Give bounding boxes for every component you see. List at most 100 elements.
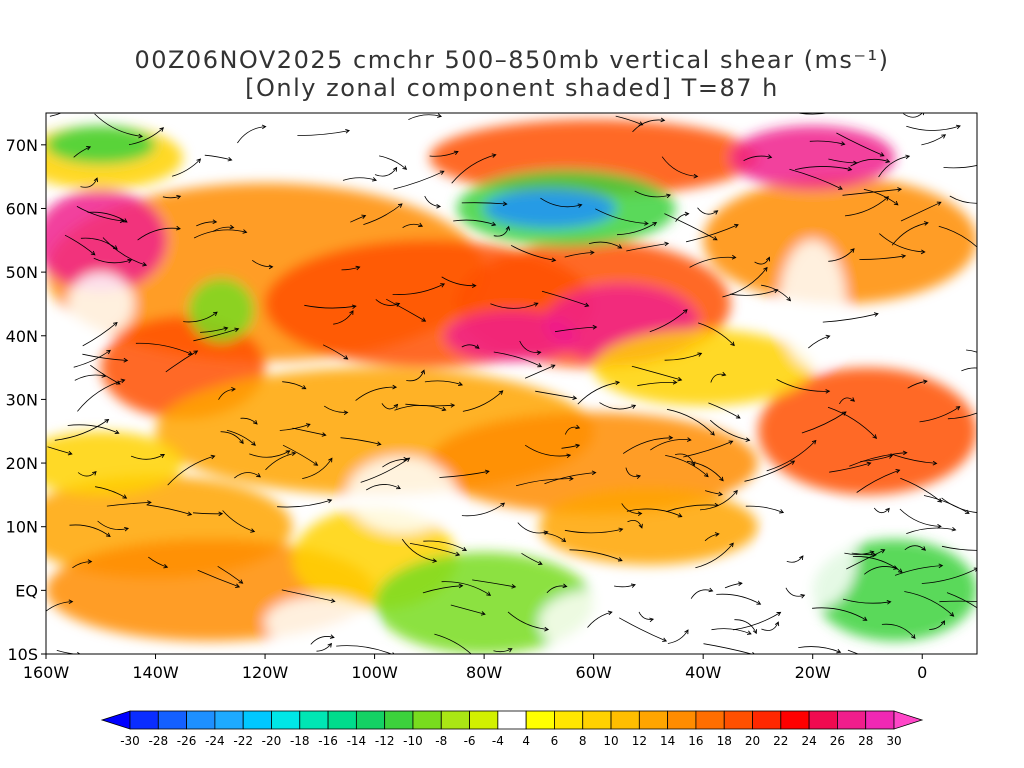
colorbar-box [214, 710, 244, 730]
streamline-arrow [176, 195, 182, 200]
streamline-arrow [920, 249, 926, 255]
streamline [422, 585, 463, 594]
streamline [423, 540, 467, 551]
streamline [689, 256, 736, 268]
streamline-arrow [196, 158, 202, 164]
streamline [637, 381, 677, 387]
streamline-arrow [227, 156, 233, 162]
streamline [521, 552, 543, 565]
colorbar-min-triangle [100, 710, 131, 730]
streamline-arrow [127, 258, 133, 264]
colorbar-box [186, 710, 216, 730]
streamline-arrow [677, 376, 683, 382]
streamline-arrow [693, 173, 699, 179]
streamline [828, 158, 857, 164]
streamline [786, 555, 804, 563]
streamline [493, 226, 510, 237]
streamline [622, 437, 673, 454]
streamline [587, 611, 612, 628]
colorbar-label: 10 [603, 734, 618, 748]
streamline [451, 154, 496, 184]
streamline [265, 452, 296, 471]
streamline [722, 267, 768, 298]
streamline-arrow [712, 236, 718, 241]
colorbar-label: 28 [858, 734, 873, 748]
streamline-arrow [104, 418, 110, 424]
colorbar-box [497, 710, 527, 730]
streamline-arrow [631, 404, 637, 409]
streamline-arrow [450, 403, 456, 408]
colorbar-label: 12 [632, 734, 647, 748]
streamline [795, 166, 852, 171]
streamline [393, 170, 444, 190]
streamline-arrow [212, 311, 218, 317]
streamline-arrow [268, 264, 274, 270]
streamline [49, 113, 63, 117]
streamline [292, 427, 326, 436]
streamline-arrow [885, 507, 890, 513]
streamline [519, 340, 541, 353]
lat-tick-label: 10S [7, 645, 38, 664]
streamline [615, 115, 643, 126]
streamline [167, 455, 215, 486]
streamline [77, 379, 125, 412]
streamline-arrow [630, 583, 636, 588]
streamline [900, 201, 941, 222]
streamline [94, 113, 143, 137]
streamline [234, 472, 261, 479]
streamline-arrow [905, 154, 911, 160]
shear-blob [46, 189, 167, 292]
shear-blob [374, 552, 594, 654]
streamline [541, 290, 589, 307]
chart-title-line2: [Only zonal component shaded] T=87 h [245, 74, 779, 102]
streamline [745, 505, 784, 513]
streamline [204, 154, 232, 161]
colorbar-box [837, 710, 867, 730]
streamline-arrow [644, 221, 649, 226]
streamline [212, 226, 234, 232]
streamline [801, 411, 847, 434]
streamline-arrow [932, 460, 938, 466]
streamline-arrow [825, 389, 831, 394]
streamline-arrow [231, 386, 236, 392]
lat-tick-label: 70N [6, 136, 38, 155]
streamline-arrow [923, 221, 929, 226]
colorbar-box [242, 710, 272, 730]
streamline-arrow [767, 154, 773, 159]
streamline [827, 406, 877, 439]
streamline [921, 134, 946, 146]
streamline [226, 429, 256, 446]
streamline-arrow [93, 177, 99, 183]
streamline-arrow [590, 250, 595, 255]
streamline [237, 126, 266, 144]
shear-blob [538, 488, 758, 565]
streamline [903, 113, 923, 118]
streamline-arrow [703, 472, 709, 478]
streamline [724, 582, 742, 589]
streamline-arrow [453, 150, 459, 155]
streamline-arrow [321, 432, 327, 437]
streamline-arrow [862, 616, 868, 621]
colorbar-label: -26 [177, 734, 197, 748]
streamline-arrow [511, 584, 517, 589]
streamline [564, 252, 594, 258]
streamline-arrow [872, 552, 877, 558]
streamline [54, 419, 109, 441]
streamline [392, 283, 445, 295]
lon-tick-label: 60W [576, 663, 612, 682]
streamline-arrow [897, 568, 903, 573]
streamline [106, 502, 151, 507]
streamline [69, 524, 111, 537]
streamline [424, 380, 463, 386]
lat-tick-label: 20N [6, 454, 38, 473]
streamline-arrow [790, 460, 796, 465]
streamline-arrow [774, 621, 780, 627]
streamline-arrow [990, 160, 994, 164]
streamline [365, 484, 401, 491]
streamline [511, 245, 556, 261]
streamline [453, 219, 496, 226]
streamline [193, 229, 247, 239]
streamline [316, 643, 332, 652]
streamline-arrow [986, 600, 990, 604]
colorbar-label: 24 [801, 734, 816, 748]
